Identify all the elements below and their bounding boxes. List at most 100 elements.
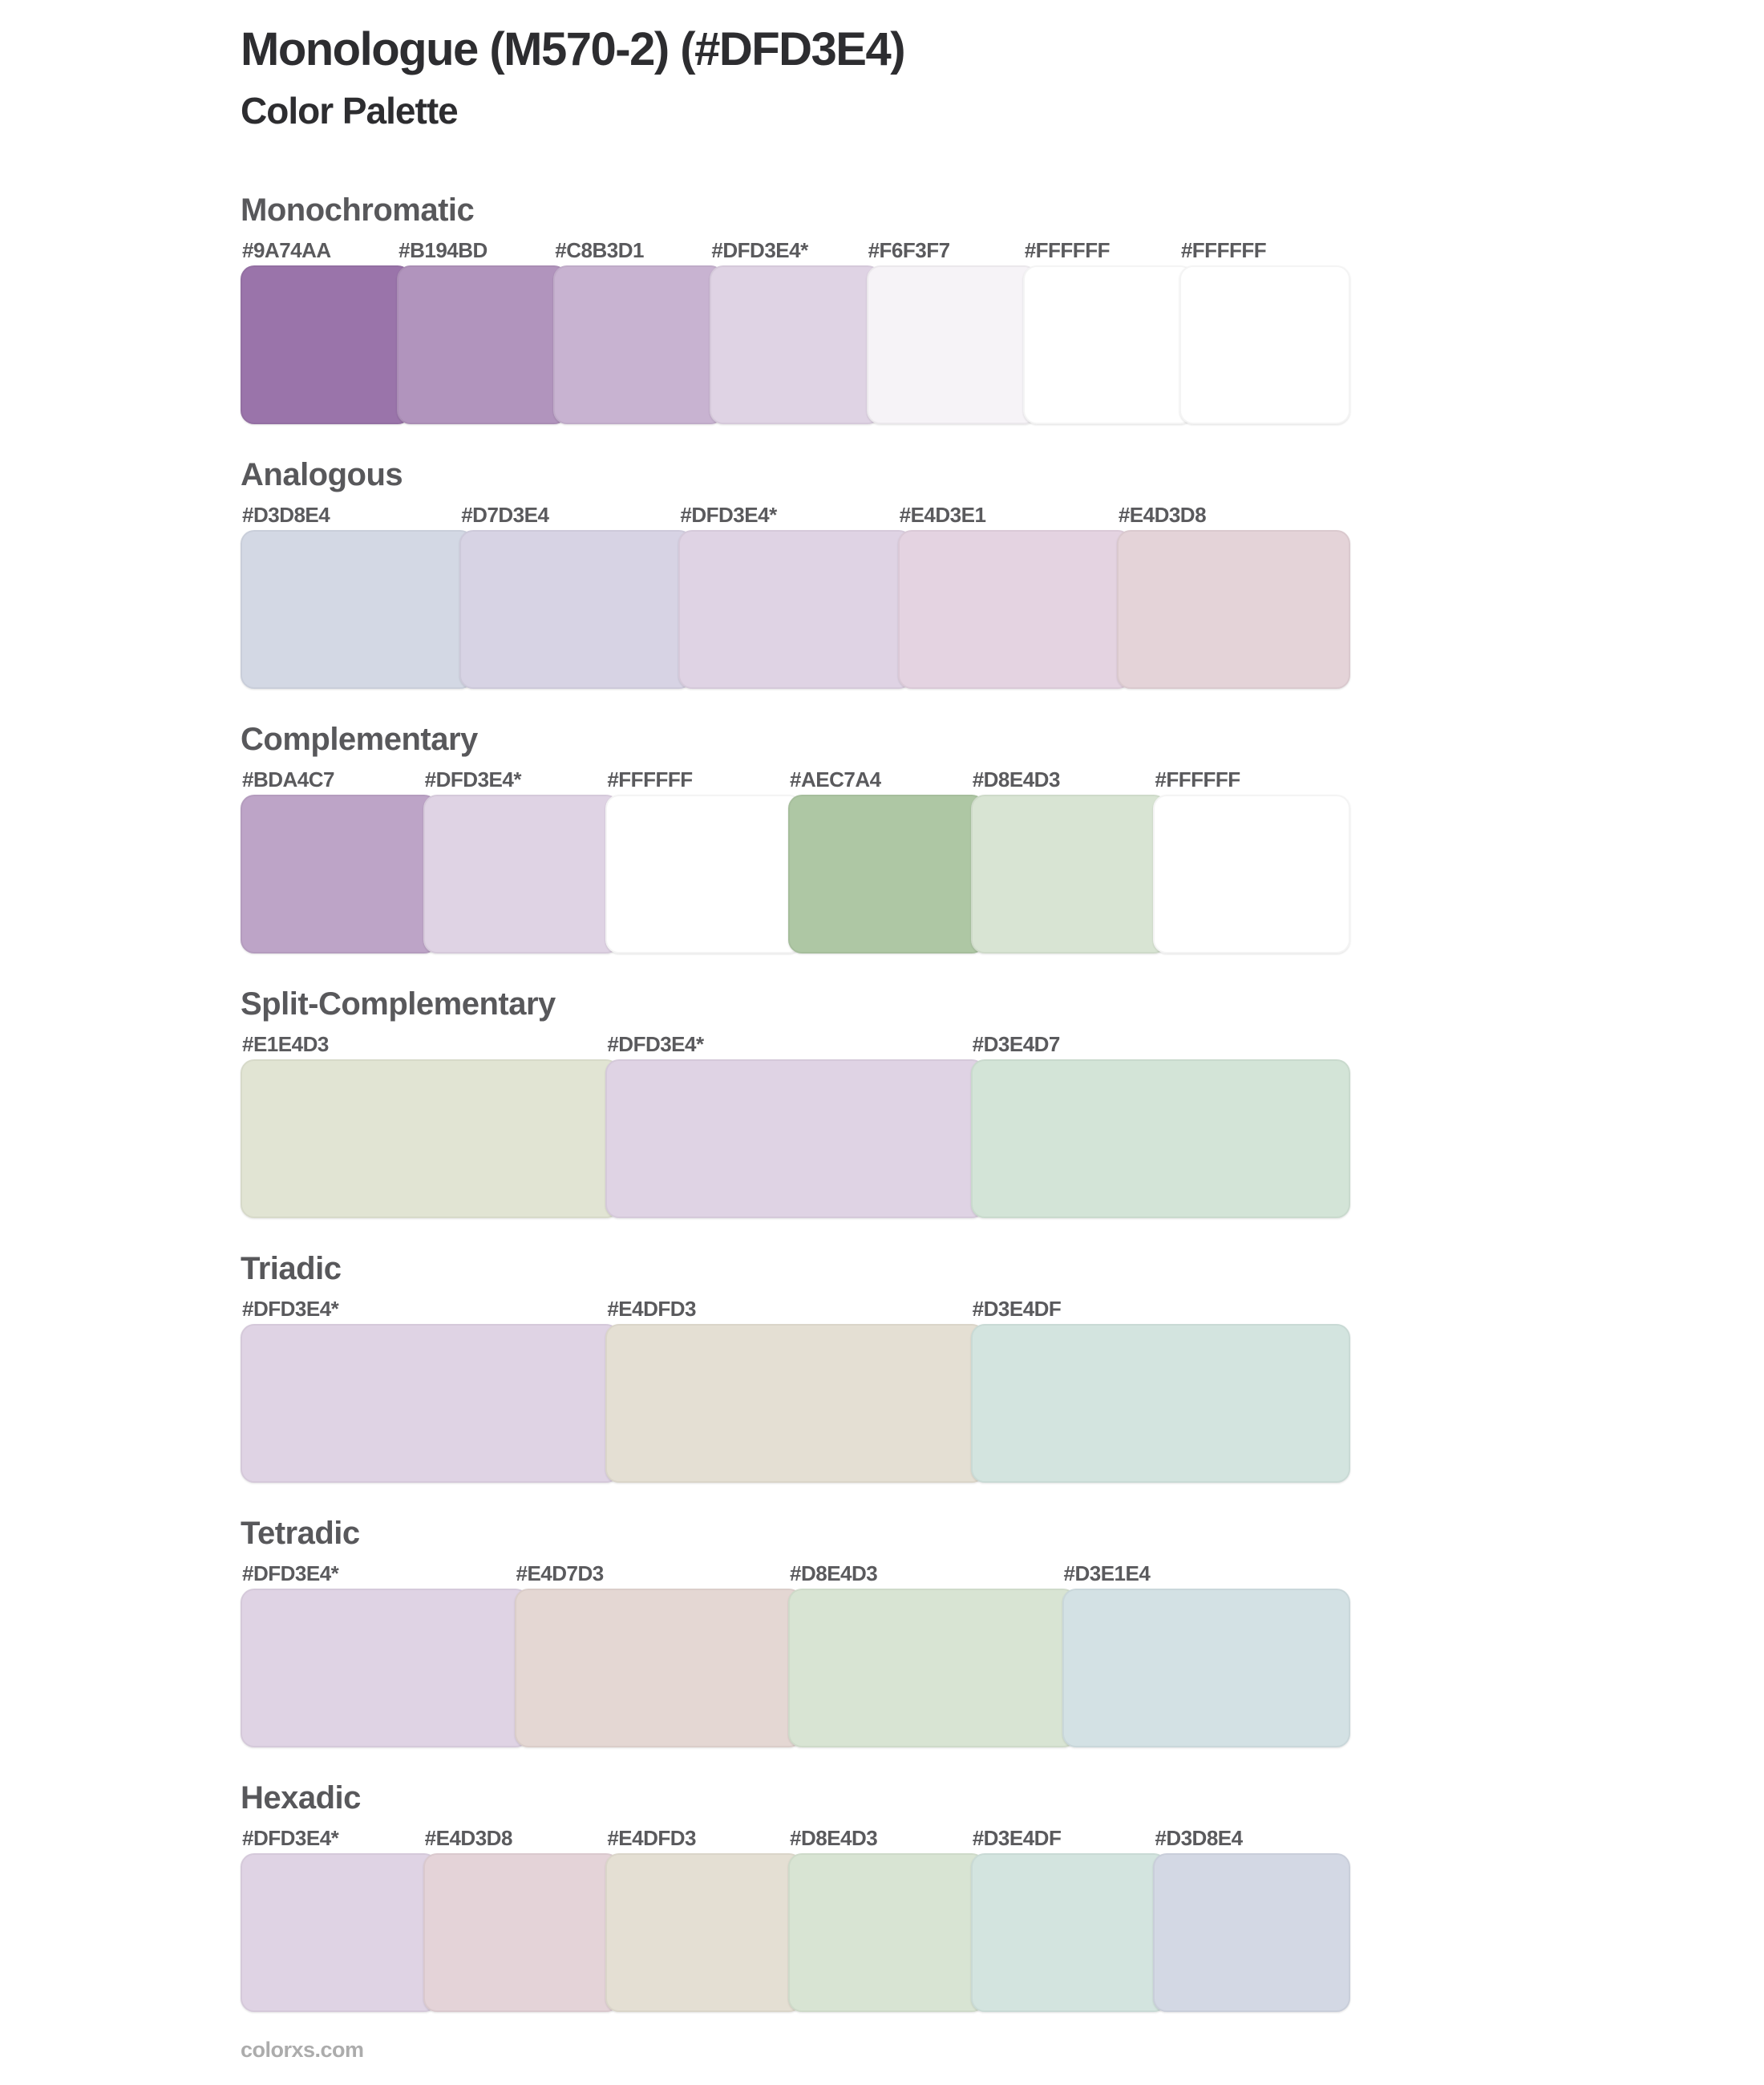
color-swatch[interactable] <box>1116 530 1351 689</box>
swatch-hex-label: #BDA4C7 <box>242 767 334 791</box>
palette-section: Tetradic #DFD3E4* #E4D7D3 #D8E4D3 #D3E1E4 <box>241 1516 1350 1747</box>
swatch-row <box>241 1589 1350 1747</box>
color-swatch[interactable] <box>970 1324 1350 1483</box>
swatch-hex-label: #F6F3F7 <box>868 238 951 262</box>
color-swatch[interactable] <box>241 1589 529 1747</box>
swatch-hex-label: #E4DFD3 <box>607 1297 696 1321</box>
color-swatch[interactable] <box>397 265 568 424</box>
label-row: #BDA4C7 #DFD3E4* #FFFFFF #AEC7A4 #D8E4D3 #FFF… <box>241 768 1350 791</box>
swatch-row <box>241 1059 1350 1218</box>
swatch-hex-label: #FFFFFF <box>1155 767 1240 791</box>
label-row: #D3D8E4 #D7D3E4 #DFD3E4* #E4D3E1 #E4D3D8 <box>241 504 1350 526</box>
swatch-hex-label: #DFD3E4* <box>680 503 777 527</box>
swatch-hex-label: #E4D3D8 <box>424 1826 513 1850</box>
color-swatch[interactable] <box>788 1589 1077 1747</box>
swatch-hex-label: #D8E4D3 <box>972 767 1061 791</box>
swatch-hex-label: #DFD3E4* <box>424 767 522 791</box>
label-row: #DFD3E4* #E4D3D8 #E4DFD3 #D8E4D3 #D3E4DF #D3D… <box>241 1827 1350 1849</box>
palette-section: Complementary #BDA4C7 #DFD3E4* #FFFFFF #AEC… <box>241 722 1351 953</box>
label-row: #DFD3E4* #E4D7D3 #D8E4D3 #D3E1E4 <box>241 1562 1350 1585</box>
section-heading: Monochromatic <box>241 192 475 228</box>
swatch-row <box>241 530 1351 689</box>
swatch-hex-label: #FFFFFF <box>1180 238 1267 262</box>
swatch-hex-label: #D3E4DF <box>972 1826 1062 1850</box>
color-swatch[interactable] <box>241 795 438 953</box>
swatch-hex-label: #FFFFFF <box>1024 238 1111 262</box>
section-heading: Tetradic <box>241 1516 360 1551</box>
label-row: #E1E4D3 #DFD3E4* #D3E4D7 <box>241 1033 1350 1055</box>
color-swatch[interactable] <box>1022 265 1194 424</box>
color-swatch[interactable] <box>423 795 621 953</box>
page-subtitle: Color Palette <box>241 90 459 132</box>
palette-section: Monochromatic #9A74AA #B194BD #C8B3D1 #DFD3… <box>241 192 1350 424</box>
swatch-hex-label: #D7D3E4 <box>461 503 549 527</box>
page-title: Monologue (M570-2) (#DFD3E4) <box>241 23 906 75</box>
section-heading: Split-Complementary <box>241 986 556 1022</box>
swatch-row <box>241 795 1351 953</box>
color-swatch[interactable] <box>1153 795 1351 953</box>
section-heading: Hexadic <box>241 1780 361 1816</box>
color-swatch[interactable] <box>1153 1853 1351 2012</box>
color-swatch[interactable] <box>605 1059 985 1218</box>
color-swatch[interactable] <box>241 265 412 424</box>
color-swatch[interactable] <box>459 530 694 689</box>
color-swatch[interactable] <box>710 265 881 424</box>
color-swatch[interactable] <box>970 1853 1168 2012</box>
section-heading: Analogous <box>241 457 403 492</box>
swatch-hex-label: #FFFFFF <box>607 767 693 791</box>
color-swatch[interactable] <box>970 1059 1350 1218</box>
swatch-row <box>241 1853 1351 2012</box>
swatch-hex-label: #E4D3E1 <box>899 503 986 527</box>
color-swatch[interactable] <box>788 795 985 953</box>
palette-sections: Monochromatic #9A74AA #B194BD #C8B3D1 #DFD3… <box>241 192 1351 2012</box>
swatch-hex-label: #AEC7A4 <box>790 767 881 791</box>
color-swatch[interactable] <box>1062 1589 1350 1747</box>
color-swatch[interactable] <box>897 530 1131 689</box>
swatch-hex-label: #E4D3D8 <box>1118 503 1207 527</box>
color-swatch[interactable] <box>423 1853 621 2012</box>
palette-section: Split-Complementary #E1E4D3 #DFD3E4* #D3E4… <box>241 986 1350 1218</box>
color-swatch[interactable] <box>866 265 1038 424</box>
color-swatch[interactable] <box>970 795 1168 953</box>
color-swatch[interactable] <box>241 1853 438 2012</box>
color-swatch[interactable] <box>241 530 475 689</box>
color-swatch[interactable] <box>241 1059 621 1218</box>
color-swatch[interactable] <box>553 265 725 424</box>
swatch-hex-label: #D3E4DF <box>972 1297 1062 1321</box>
swatch-hex-label: #D3E1E4 <box>1063 1561 1151 1585</box>
color-swatch[interactable] <box>1179 265 1350 424</box>
label-row: #9A74AA #B194BD #C8B3D1 #DFD3E4* #F6F3F7 #FFF… <box>241 239 1350 261</box>
color-swatch[interactable] <box>241 1324 621 1483</box>
section-heading: Complementary <box>241 722 478 757</box>
swatch-hex-label: #DFD3E4* <box>607 1032 704 1056</box>
swatch-hex-label: #D8E4D3 <box>790 1561 878 1585</box>
palette-section: Triadic #DFD3E4* #E4DFD3 #D3E4DF <box>241 1251 1350 1483</box>
swatch-row <box>241 265 1350 424</box>
page-content: Monologue (M570-2) (#DFD3E4) Color Palet… <box>241 23 1351 2062</box>
swatch-hex-label: #E4DFD3 <box>607 1826 696 1850</box>
swatch-hex-label: #C8B3D1 <box>555 238 644 262</box>
color-swatch[interactable] <box>514 1589 803 1747</box>
color-swatch[interactable] <box>605 795 803 953</box>
swatch-hex-label: #D3E4D7 <box>972 1032 1061 1056</box>
swatch-row <box>241 1324 1350 1483</box>
color-swatch[interactable] <box>788 1853 985 2012</box>
color-swatch[interactable] <box>605 1324 985 1483</box>
color-swatch[interactable] <box>605 1853 803 2012</box>
swatch-hex-label: #D3D8E4 <box>1155 1826 1243 1850</box>
swatch-hex-label: #D3D8E4 <box>242 503 330 527</box>
color-swatch[interactable] <box>678 530 912 689</box>
palette-section: Analogous #D3D8E4 #D7D3E4 #DFD3E4* #E4D3E1 #… <box>241 457 1351 689</box>
swatch-hex-label: #E1E4D3 <box>242 1032 329 1056</box>
swatch-hex-label: #9A74AA <box>242 238 331 262</box>
palette-section: Hexadic #DFD3E4* #E4D3D8 #E4DFD3 #D8E4D3 #D3… <box>241 1780 1351 2012</box>
swatch-hex-label: #E4D7D3 <box>516 1561 605 1585</box>
swatch-hex-label: #DFD3E4* <box>711 238 808 262</box>
section-heading: Triadic <box>241 1251 342 1286</box>
swatch-hex-label: #DFD3E4* <box>242 1826 339 1850</box>
swatch-hex-label: #DFD3E4* <box>242 1297 339 1321</box>
swatch-hex-label: #B194BD <box>399 238 488 262</box>
footer-watermark: colorxs.com <box>241 2038 364 2062</box>
label-row: #DFD3E4* #E4DFD3 #D3E4DF <box>241 1298 1350 1320</box>
swatch-hex-label: #DFD3E4* <box>242 1561 339 1585</box>
